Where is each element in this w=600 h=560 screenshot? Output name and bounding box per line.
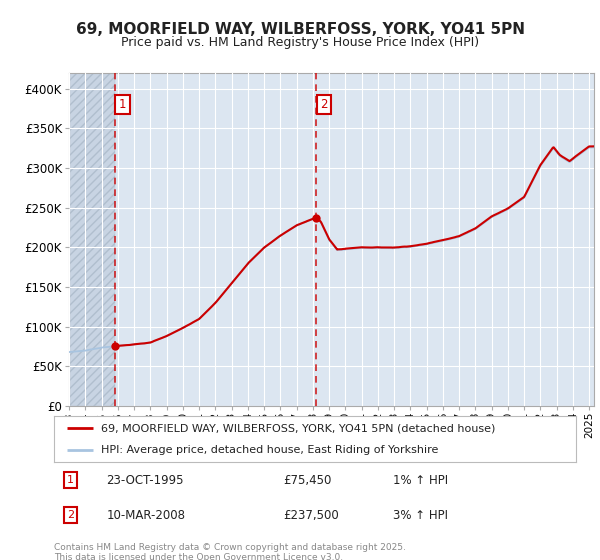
Text: 69, MOORFIELD WAY, WILBERFOSS, YORK, YO41 5PN (detached house): 69, MOORFIELD WAY, WILBERFOSS, YORK, YO4… [101, 423, 496, 433]
Text: 2: 2 [320, 98, 328, 111]
Text: 1: 1 [119, 98, 126, 111]
Text: 10-MAR-2008: 10-MAR-2008 [106, 508, 185, 522]
Text: 3% ↑ HPI: 3% ↑ HPI [394, 508, 448, 522]
Text: Contains HM Land Registry data © Crown copyright and database right 2025.: Contains HM Land Registry data © Crown c… [54, 543, 406, 552]
Text: 69, MOORFIELD WAY, WILBERFOSS, YORK, YO41 5PN: 69, MOORFIELD WAY, WILBERFOSS, YORK, YO4… [76, 22, 524, 38]
Text: 2: 2 [67, 510, 74, 520]
Text: £237,500: £237,500 [284, 508, 340, 522]
Text: 1% ↑ HPI: 1% ↑ HPI [394, 474, 448, 487]
Text: Price paid vs. HM Land Registry's House Price Index (HPI): Price paid vs. HM Land Registry's House … [121, 36, 479, 49]
Text: This data is licensed under the Open Government Licence v3.0.: This data is licensed under the Open Gov… [54, 553, 343, 560]
Text: HPI: Average price, detached house, East Riding of Yorkshire: HPI: Average price, detached house, East… [101, 445, 439, 455]
Text: £75,450: £75,450 [284, 474, 332, 487]
Bar [69, 73, 115, 406]
Text: 23-OCT-1995: 23-OCT-1995 [106, 474, 184, 487]
Bar [69, 73, 115, 406]
Text: 1: 1 [67, 475, 74, 485]
